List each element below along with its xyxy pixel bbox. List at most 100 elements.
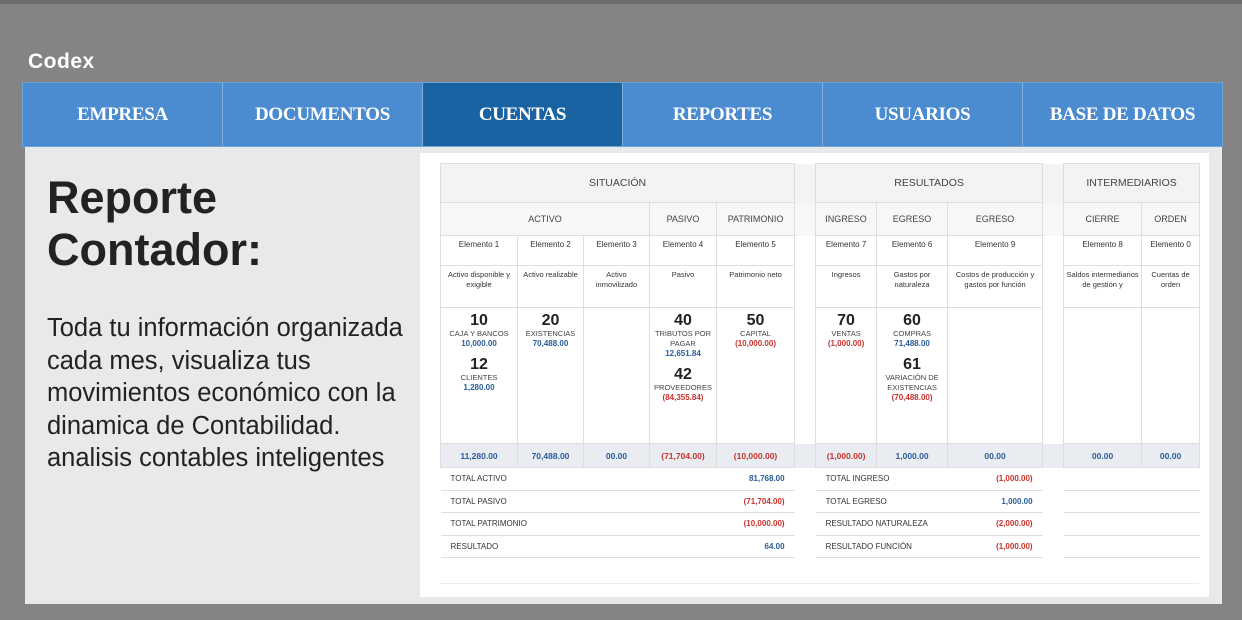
account-entry[interactable]: 60 COMPRAS 71,488.00 <box>879 312 945 348</box>
summary-empty <box>1063 489 1200 513</box>
account-code: 50 <box>746 312 765 329</box>
summary-label: RESULTADO NATURALEZA <box>815 512 948 536</box>
column-total: 00.00 <box>1141 443 1201 468</box>
account-amount: 70,488.00 <box>532 339 569 348</box>
account-cell <box>583 307 650 444</box>
column-gap <box>794 202 817 236</box>
account-entry[interactable]: 61 VARIACIÓN DE EXISTENCIAS (70,488.00) <box>879 356 945 402</box>
account-name: TRIBUTOS POR PAGAR <box>654 329 712 348</box>
column-gap <box>794 163 817 203</box>
account-entry[interactable]: 20 EXISTENCIAS 70,488.00 <box>520 312 581 348</box>
account-code: 61 <box>903 356 921 373</box>
summary-value: (2,000.00) <box>947 512 1043 536</box>
column-total: 70,488.00 <box>517 443 584 468</box>
summary-value: (1,000.00) <box>947 534 1043 558</box>
column-total: 00.00 <box>947 443 1044 468</box>
element-header: Elemento 5 <box>715 235 796 266</box>
main-nav: EMPRESA DOCUMENTOS CUENTAS REPORTES USUA… <box>22 82 1223 147</box>
column-gap <box>1042 235 1065 266</box>
section-header-intermediarios: INTERMEDIARIOS <box>1063 163 1201 203</box>
account-code: 12 <box>470 356 488 373</box>
summary-value: 64.00 <box>716 534 795 558</box>
column-gap <box>1042 265 1065 308</box>
account-amount: 1,280.00 <box>463 383 495 392</box>
column-gap <box>1042 443 1065 468</box>
account-cell: 40 TRIBUTOS POR PAGAR 12,651.84 42 PROVEEDOR… <box>649 307 717 444</box>
tab-documentos[interactable]: DOCUMENTOS <box>223 83 423 146</box>
account-entry[interactable]: 42 PROVEEDORES (84,355.84) <box>652 366 714 402</box>
account-entry[interactable]: 70 VENTAS (1,000.00) <box>818 312 874 348</box>
summary-label: TOTAL INGRESO <box>815 467 948 491</box>
element-header: Elemento 1 <box>440 235 518 266</box>
summary-value: (1,000.00) <box>947 467 1043 491</box>
account-entry[interactable]: 12 CLIENTES 1,280.00 <box>443 356 515 392</box>
column-gap <box>794 512 816 535</box>
column-gap <box>794 307 817 444</box>
element-header: Elemento 2 <box>517 235 584 266</box>
account-code: 70 <box>837 312 855 329</box>
column-gap <box>794 265 817 308</box>
column-gap <box>1042 535 1064 558</box>
summary-label: TOTAL PATRIMONIO <box>440 512 717 536</box>
summary-empty <box>1063 467 1200 491</box>
summary-value: (10,000.00) <box>716 512 795 536</box>
element-description: Patrimonio neto <box>715 265 796 308</box>
account-name: VARIACIÓN DE EXISTENCIAS <box>885 373 939 392</box>
column-gap <box>794 443 817 468</box>
account-amount: (10,000.00) <box>735 339 776 348</box>
summary-value: 81,768.00 <box>716 467 795 491</box>
account-cell <box>1141 307 1201 444</box>
element-description: Saldos intermediarios de gestión y <box>1063 265 1143 308</box>
tab-usuarios[interactable]: USUARIOS <box>823 83 1023 146</box>
element-header: Elemento 0 <box>1141 235 1201 266</box>
column-gap <box>794 467 816 490</box>
subsection-pasivo: PASIVO <box>649 202 717 236</box>
account-entry[interactable]: 40 TRIBUTOS POR PAGAR 12,651.84 <box>652 312 714 358</box>
account-name: CAPITAL <box>740 329 771 338</box>
tab-reportes[interactable]: REPORTES <box>623 83 823 146</box>
summary-empty <box>1063 512 1200 536</box>
subsection-cierre: CIERRE <box>1063 202 1143 236</box>
account-cell <box>947 307 1044 444</box>
element-description: Pasivo <box>649 265 717 308</box>
summary-label: RESULTADO <box>440 534 717 558</box>
account-amount: (70,488.00) <box>891 393 933 402</box>
element-header: Elemento 9 <box>947 235 1044 266</box>
summary-label: RESULTADO FUNCIÓN <box>815 534 948 558</box>
section-header-situacion: SITUACIÓN <box>439 163 796 203</box>
element-description: Activo disponible y exigible <box>440 265 518 308</box>
account-cell: 10 CAJA Y BANCOS 10,000.00 12 CLIENTES 1,280.… <box>440 307 518 444</box>
subsection-activo: ACTIVO <box>440 202 650 236</box>
account-entry[interactable]: 10 CAJA Y BANCOS 10,000.00 <box>443 312 515 348</box>
element-description: Activo realizable <box>517 265 584 308</box>
section-header-resultados: RESULTADOS <box>815 163 1044 203</box>
account-cell: 50 CAPITAL (10,000.00) <box>715 307 796 444</box>
element-header: Elemento 4 <box>649 235 717 266</box>
account-entry[interactable]: 50 CAPITAL (10,000.00) <box>719 312 792 348</box>
subsection-egreso: EGRESO <box>876 202 949 236</box>
account-name: CLIENTES <box>460 373 498 382</box>
account-amount: (1,000.00) <box>827 339 865 348</box>
column-total: 00.00 <box>1063 443 1143 468</box>
element-header: Elemento 7 <box>815 235 878 266</box>
tab-empresa[interactable]: EMPRESA <box>23 83 223 146</box>
element-description: Costos de producción y gastos por funció… <box>947 265 1044 308</box>
element-header: Elemento 8 <box>1063 235 1143 266</box>
column-total: (71,704.00) <box>649 443 717 468</box>
column-gap <box>1042 467 1064 490</box>
account-cell: 70 VENTAS (1,000.00) <box>815 307 878 444</box>
summary-label: TOTAL PASIVO <box>440 489 717 513</box>
tab-base-de-datos[interactable]: BASE DE DATOS <box>1049 103 1196 125</box>
page-description: Toda tu información organizada cada mes,… <box>47 314 403 472</box>
summary-label: TOTAL EGRESO <box>815 489 948 513</box>
tab-cuentas[interactable]: CUENTAS <box>423 83 623 146</box>
column-gap <box>1042 202 1065 236</box>
account-name: PROVEEDORES <box>654 383 712 392</box>
account-code: 20 <box>541 312 560 329</box>
subsection-egreso: EGRESO <box>947 202 1044 236</box>
account-cell <box>1063 307 1143 444</box>
element-description: Cuentas de orden <box>1141 265 1201 308</box>
column-gap <box>794 235 817 266</box>
window-top-strip <box>0 0 1242 4</box>
page-title: Reporte Contador: <box>47 172 262 275</box>
